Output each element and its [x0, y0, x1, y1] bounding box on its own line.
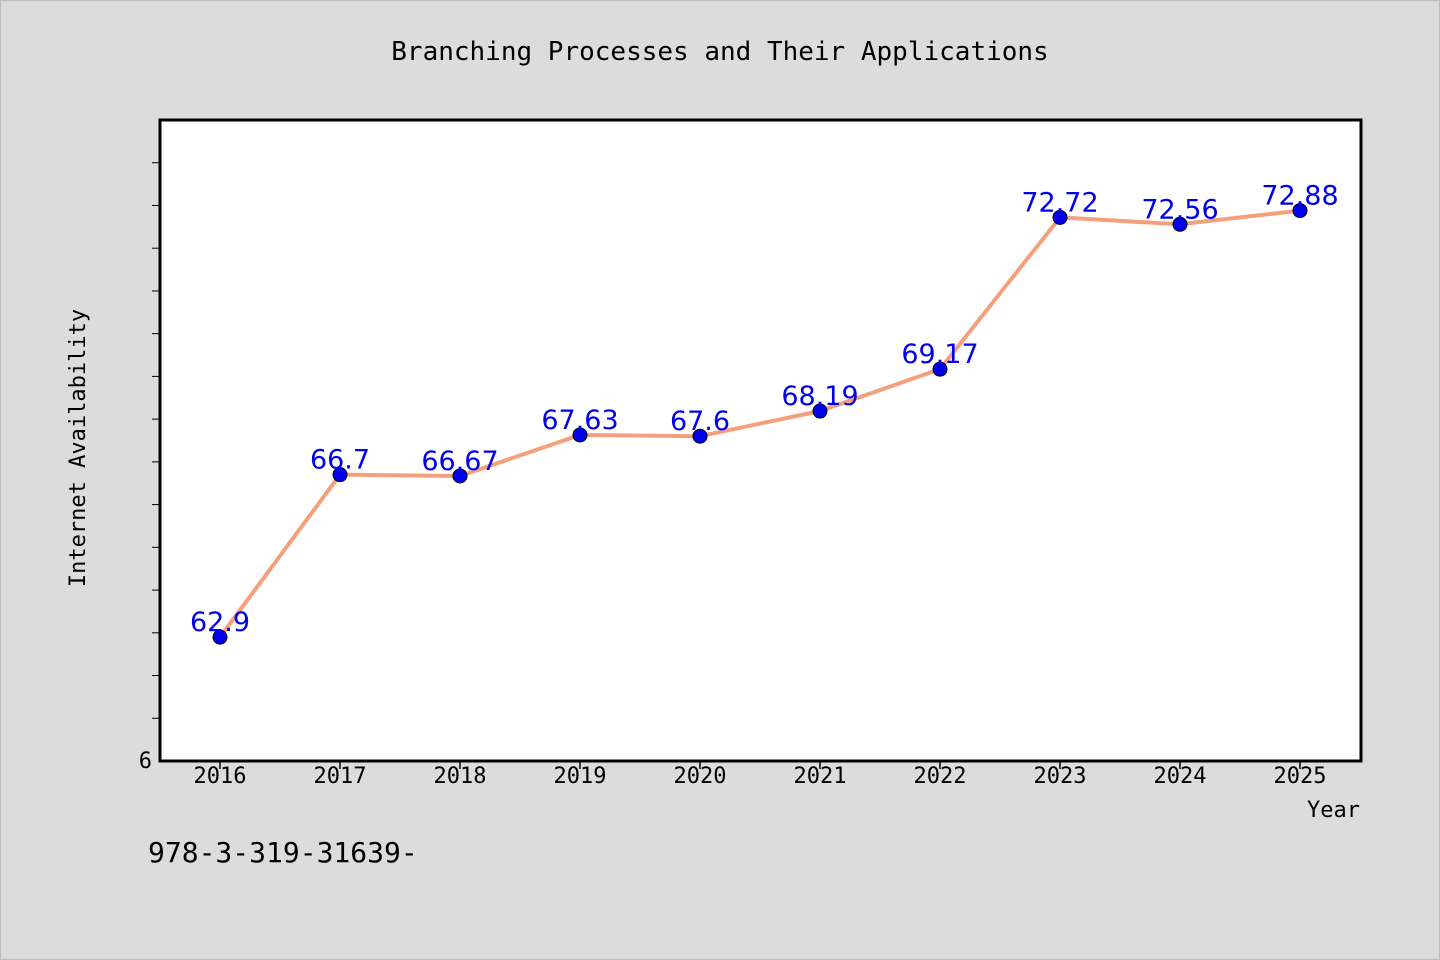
plot-area — [158, 118, 1363, 763]
data-point — [692, 428, 708, 444]
data-point — [1052, 209, 1068, 225]
x-axis-label: Year — [1307, 798, 1360, 823]
series-layer: 62.9 66.7 66.67 67.63 67.6 68.19 69.17 72.72 72.… — [190, 181, 1339, 645]
data-label: 66.7 — [310, 445, 370, 476]
data-point — [812, 403, 828, 419]
data-label: 67.6 — [670, 406, 730, 437]
data-label: 69.17 — [901, 339, 978, 370]
data-point — [932, 361, 948, 377]
data-point — [332, 467, 348, 483]
data-label: 62.9 — [190, 607, 250, 638]
data-point — [212, 629, 228, 645]
x-tick-label: 2024 — [1154, 764, 1207, 789]
data-point — [572, 427, 588, 443]
chart-title: Branching Processes and Their Applicatio… — [391, 37, 1048, 67]
y-axis-label: Internet Availability — [66, 309, 91, 587]
x-tick-label: 2016 — [194, 764, 247, 789]
data-label: 72.56 — [1141, 194, 1218, 225]
data-label: 67.63 — [541, 405, 618, 436]
series-line — [218, 208, 1301, 639]
data-point — [452, 468, 468, 484]
y-tick-label: 6 — [139, 749, 152, 774]
y-axis-ticks — [152, 162, 160, 719]
data-point — [1292, 203, 1308, 219]
x-tick-label: 2022 — [914, 764, 967, 789]
x-tick-label: 2020 — [674, 764, 727, 789]
data-label: 66.67 — [421, 446, 498, 477]
x-tick-label: 2019 — [554, 764, 607, 789]
x-tick-label: 2018 — [434, 764, 487, 789]
footer-text: 978-3-319-31639- — [148, 836, 418, 869]
x-tick-label: 2021 — [794, 764, 847, 789]
data-label: 68.19 — [781, 381, 858, 412]
x-tick-label: 2017 — [314, 764, 367, 789]
x-tick-label: 2023 — [1034, 764, 1087, 789]
x-axis-ticks: 2016 2017 2018 2019 2020 2021 2022 2023 2024 2025 — [194, 761, 1327, 789]
x-tick-label: 2025 — [1274, 764, 1327, 789]
data-label: 72.88 — [1261, 181, 1338, 212]
data-label: 72.72 — [1021, 187, 1098, 218]
data-point — [1172, 216, 1188, 232]
